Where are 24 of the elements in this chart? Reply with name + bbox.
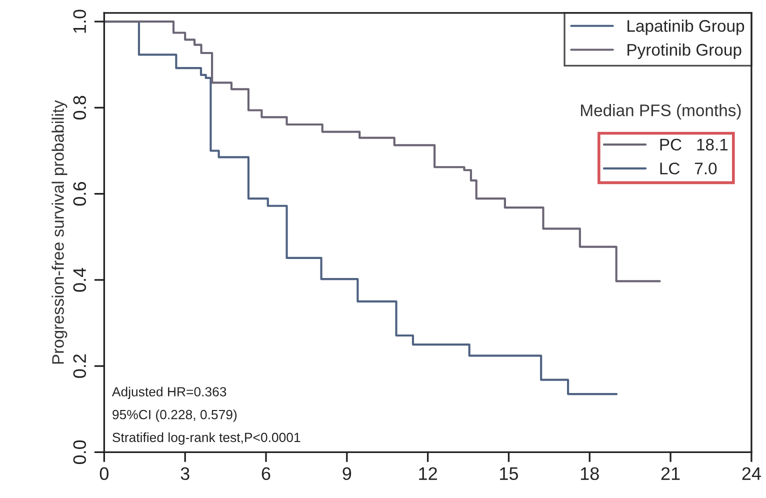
annotation: Adjusted HR=0.363 — [112, 386, 226, 400]
annotation: LC 7.0 — [660, 162, 717, 174]
x-tick-label: 9 — [342, 467, 352, 480]
annotation: Stratified log-rank test,P<0.0001 — [112, 432, 300, 445]
x-tick-label: 3 — [180, 467, 190, 480]
x-tick-label: 0 — [100, 467, 108, 480]
y-tick-label: 0.4 — [73, 268, 86, 292]
annotation: 95%CI (0.228, 0.579) — [112, 410, 237, 422]
x-tick-label: 12 — [419, 467, 437, 480]
legend-label: Pyrotinib Group — [628, 43, 742, 60]
y-axis-title: Progression-free survival probability — [52, 100, 68, 364]
y-tick-label: 0.0 — [73, 440, 86, 464]
y-tick-label: 0.6 — [73, 182, 86, 206]
x-tick-label: 15 — [500, 467, 518, 480]
x-tick-label: 6 — [262, 467, 270, 480]
y-tick-label: 1.0 — [73, 10, 86, 33]
x-tick-label: 18 — [580, 467, 599, 480]
legend-label: Lapatinib Group — [628, 20, 744, 36]
x-tick-label: 21 — [661, 467, 680, 480]
x-tick-label: 24 — [742, 467, 761, 480]
y-tick-label: 0.8 — [73, 96, 86, 120]
y-tick-label: 0.2 — [73, 354, 86, 378]
annotation: PC 18.1 — [660, 138, 728, 151]
annotation: Median PFS (months) — [581, 104, 741, 120]
